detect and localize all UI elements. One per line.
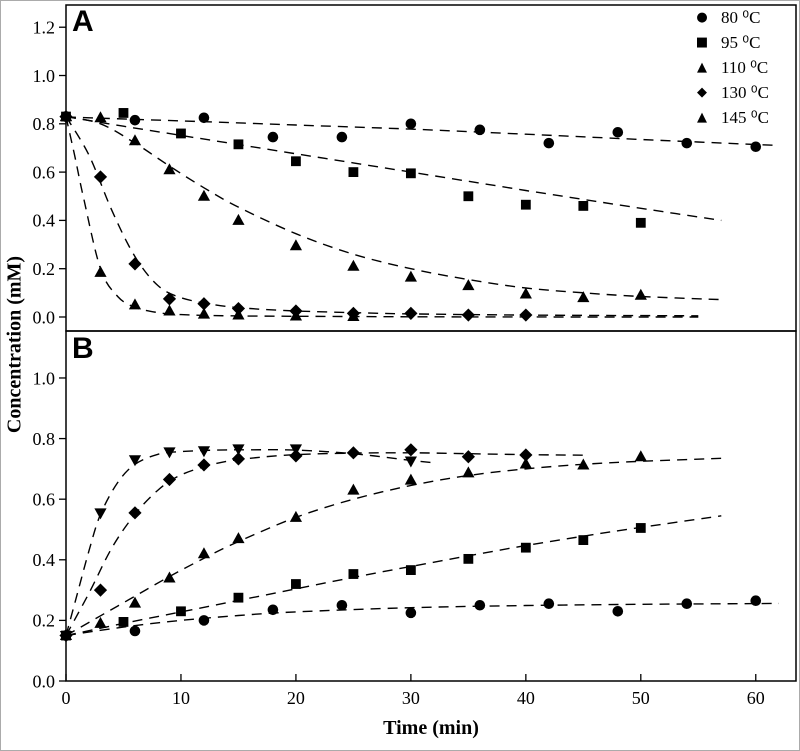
legend-item-label: 110 ⁰C [721,57,769,77]
panel-A-series-95⁰C [61,108,722,228]
legend-item-label: 130 ⁰C [721,82,769,102]
y-tick-label: 0.8 [33,429,56,449]
panel-a-label: A [72,5,94,38]
panel-A-series-80⁰C [60,111,779,153]
legend-item: ▲ 145 ⁰C [689,105,769,130]
panel-A-series-145⁰C [59,110,699,322]
legend-item-label: 145 ⁰C [721,107,769,127]
triangle-up-icon: ▲ [697,110,707,125]
x-tick-label: 30 [402,688,420,708]
circle-icon: ● [696,10,708,25]
panel-B-series-80⁰C [60,595,779,641]
y-tick-label: 0.0 [33,671,56,691]
y-tick-label: 1.0 [33,66,56,86]
y-tick-label: 0.6 [33,162,56,182]
x-tick-label: 50 [632,688,650,708]
legend-item-label: 95 ⁰C [721,32,761,52]
panel-B-series-130⁰C [59,443,584,643]
y-tick-label: 0.8 [33,114,56,134]
y-tick-label: 0.4 [33,550,56,570]
y-tick-label: 0.0 [33,307,56,327]
x-tick-label: 20 [287,688,305,708]
legend-item: ◆ 130 ⁰C [689,80,769,105]
x-axis-title: Time (min) [383,717,479,739]
y-tick-label: 1.2 [33,18,56,38]
x-tick-label: 60 [747,688,765,708]
y-tick-label: 0.4 [33,211,56,231]
x-tick-label: 10 [172,688,190,708]
legend-item: ■ 95 ⁰C [689,30,769,55]
legend-item-label: 80 ⁰C [721,7,761,27]
square-icon: ■ [695,35,709,50]
y-axis-title: Concentration (mM) [3,255,26,434]
panel-B-series-145⁰C [59,444,434,643]
y-tick-label: 1.0 [33,368,56,388]
panel-A: 0.0 0.2 0.4 0.6 0.8 1.0 1.2 [33,4,797,332]
panel-b-label: B [72,332,94,365]
legend-item: ● 80 ⁰C [689,5,769,30]
diamond-icon: ◆ [697,85,707,100]
panel-A-series-130⁰C [59,109,699,322]
y-tick-label: 0.2 [33,259,56,279]
legend-item: ▲ 110 ⁰C [689,55,769,80]
y-tick-label: 0.2 [33,611,56,631]
legend: ● 80 ⁰C ■ 95 ⁰C ▲ 110 ⁰C ◆ 130 ⁰C ▲ 145 … [689,5,769,130]
panel-B: 0.0 0.2 0.4 0.6 0.8 1.0 0 10 20 30 40 50 60 [33,330,797,708]
y-tick-label: 0.6 [33,489,56,509]
x-tick-label: 40 [517,688,535,708]
panel-B-series-95⁰C [61,515,722,641]
triangle-up-icon: ▲ [697,60,707,75]
x-tick-label: 0 [62,688,71,708]
